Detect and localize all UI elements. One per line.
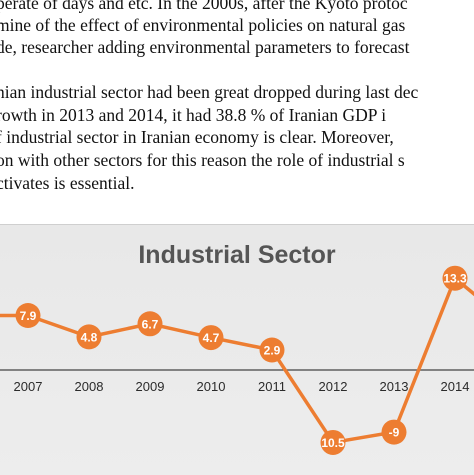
data-point bbox=[137, 311, 163, 337]
text-line: de, researcher adding environmental para… bbox=[0, 37, 410, 57]
text-line: f industrial sector in Iranian economy i… bbox=[0, 127, 394, 147]
x-tick-label: 2013 bbox=[380, 379, 409, 394]
data-label: -9 bbox=[389, 426, 400, 440]
data-label: 2.9 bbox=[264, 343, 281, 357]
series-line bbox=[0, 276, 474, 445]
data-point bbox=[198, 325, 224, 351]
x-tick-label: 2010 bbox=[197, 379, 226, 394]
text-line: mine of the effect of environmental poli… bbox=[0, 15, 406, 35]
x-tick-label: 2007 bbox=[14, 379, 43, 394]
x-tick-label: 2012 bbox=[319, 379, 348, 394]
data-point bbox=[259, 337, 285, 363]
data-point bbox=[15, 302, 41, 328]
x-tick-label: 2008 bbox=[75, 379, 104, 394]
text-line: ctivates is essential. bbox=[0, 173, 135, 193]
text-line: nian industrial sector had been great dr… bbox=[0, 82, 419, 102]
data-label: 7.9 bbox=[20, 309, 37, 323]
chart-title: Industrial Sector bbox=[138, 241, 336, 269]
data-label: 13.3 bbox=[443, 272, 467, 286]
text-line: perate of days and etc. In the 2000s, af… bbox=[0, 0, 408, 13]
data-point bbox=[381, 419, 407, 445]
data-point bbox=[76, 324, 102, 350]
data-label: 4.8 bbox=[81, 330, 98, 344]
text-line: rowth in 2013 and 2014, it had 38.8 % of… bbox=[0, 105, 387, 125]
text-line: on with other sectors for this reason th… bbox=[0, 150, 405, 170]
x-tick-label: 2011 bbox=[258, 379, 286, 394]
x-tick-label: 2009 bbox=[136, 379, 165, 394]
data-label: 4.7 bbox=[203, 331, 220, 345]
x-tick-label: 2014 bbox=[441, 379, 470, 394]
industrial-sector-chart: Industrial Sector 2007 2008 2009 2010 2011 20… bbox=[0, 241, 474, 455]
data-label: 10.5 bbox=[321, 436, 345, 450]
data-label: 6.7 bbox=[142, 317, 159, 331]
data-point bbox=[320, 429, 346, 455]
chart-area: Industrial Sector 2007 2008 2009 2010 2011 20… bbox=[0, 224, 474, 475]
data-point bbox=[442, 265, 468, 291]
